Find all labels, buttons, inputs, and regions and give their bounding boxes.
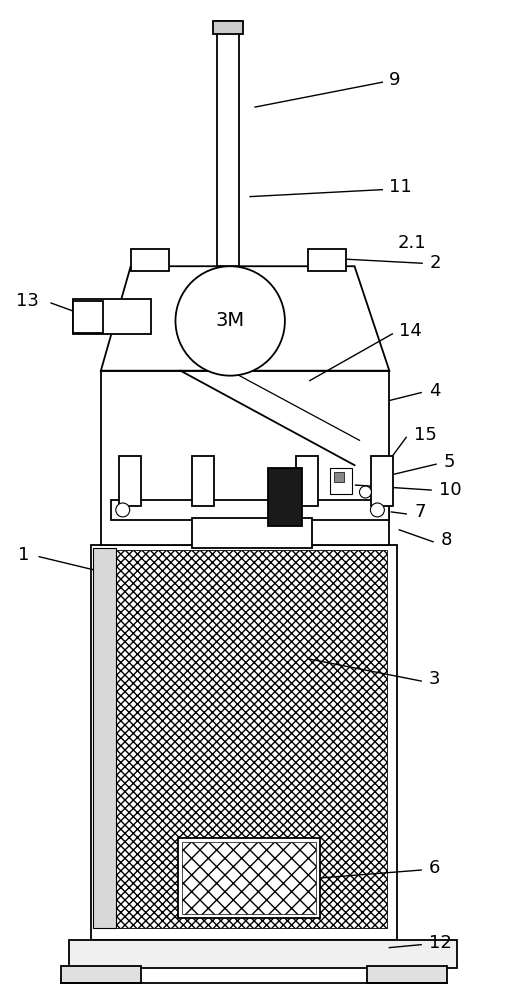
Text: 12: 12: [429, 934, 452, 952]
Text: 2: 2: [429, 254, 441, 272]
Bar: [217, 21, 239, 266]
Bar: [73, 299, 150, 334]
Text: 9: 9: [389, 71, 401, 89]
Bar: [101, 371, 389, 545]
Text: 11: 11: [389, 178, 412, 196]
Circle shape: [360, 486, 371, 498]
Bar: [131, 249, 168, 271]
Text: 1: 1: [18, 546, 29, 564]
Bar: [91, 545, 397, 940]
Bar: [61, 966, 140, 983]
Bar: [69, 940, 457, 968]
Text: 4: 4: [429, 382, 441, 400]
Text: 8: 8: [441, 531, 452, 549]
Bar: [213, 21, 243, 34]
Bar: [192, 518, 312, 548]
Text: 6: 6: [429, 859, 440, 877]
Bar: [119, 456, 140, 506]
Text: 3: 3: [429, 670, 441, 688]
Bar: [93, 548, 116, 928]
Polygon shape: [101, 266, 389, 371]
Bar: [178, 838, 320, 918]
Bar: [73, 301, 103, 333]
Bar: [308, 249, 345, 271]
Bar: [111, 500, 389, 520]
Text: 13: 13: [16, 292, 39, 310]
Text: 10: 10: [439, 481, 461, 499]
Bar: [296, 456, 318, 506]
Text: 5: 5: [444, 453, 456, 471]
Circle shape: [371, 503, 384, 517]
Text: 7: 7: [414, 503, 426, 521]
Text: 3M: 3M: [215, 311, 245, 330]
Bar: [371, 456, 393, 506]
Bar: [334, 472, 344, 482]
Bar: [183, 842, 316, 914]
Circle shape: [175, 266, 285, 376]
Bar: [329, 468, 352, 494]
Text: 15: 15: [414, 426, 437, 444]
Text: 2.1: 2.1: [397, 234, 426, 252]
Text: 14: 14: [399, 322, 422, 340]
Circle shape: [116, 503, 130, 517]
Bar: [101, 550, 388, 928]
Bar: [268, 468, 302, 526]
Bar: [367, 966, 447, 983]
Bar: [192, 456, 214, 506]
